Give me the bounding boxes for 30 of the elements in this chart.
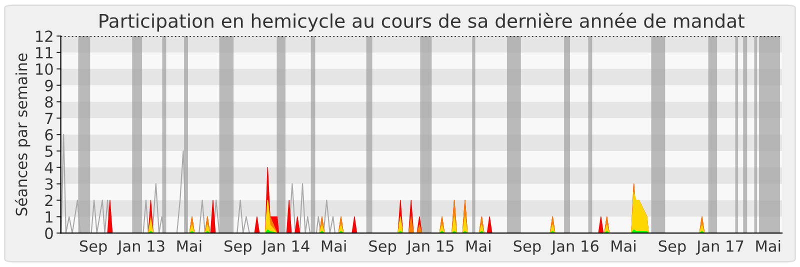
y-tick-label: 1 [46, 211, 52, 222]
x-tick-label: Sep [224, 240, 252, 255]
chart-title: Participation en hemicycle au cours de sa dernière année de mandat [100, 12, 744, 32]
x-tick-label: Jan 14 [262, 240, 310, 255]
x-tick-label: Jan 15 [406, 240, 454, 255]
y-tick-label: 2 [45, 194, 52, 206]
x-tick-label: Jan 17 [696, 240, 744, 255]
x-tick-label: Sep [369, 240, 396, 255]
x-tick-label: Mai [177, 240, 202, 252]
x-tick-label: Mai [466, 240, 490, 252]
x-tick-label: Sep [80, 240, 107, 255]
x-tick-label: Mai [612, 240, 636, 252]
x-tick-label: Sep [658, 240, 686, 255]
x-tick-label: Mai [756, 240, 780, 252]
y-tick-label: 0 [45, 228, 53, 240]
y-tick-label: 5 [45, 146, 53, 158]
y-tick-label: 11 [36, 47, 52, 58]
y-tick-label: 12 [36, 30, 52, 42]
y-tick-label: 9 [45, 80, 53, 92]
y-tick-label: 8 [45, 96, 53, 108]
y-tick-label: 6 [45, 129, 53, 141]
x-tick-label: Mai [322, 240, 346, 252]
y-axis-title: Séances par semaine [14, 53, 30, 216]
x-tick-label: Sep [514, 240, 541, 255]
y-tick-label: 7 [45, 112, 53, 124]
x-tick-label: Jan 13 [116, 240, 164, 255]
y-tick-label: 4 [44, 162, 53, 174]
y-tick-label: 3 [45, 178, 53, 190]
y-tick-label: 10 [36, 63, 53, 75]
x-tick-label: Jan 16 [550, 240, 599, 255]
